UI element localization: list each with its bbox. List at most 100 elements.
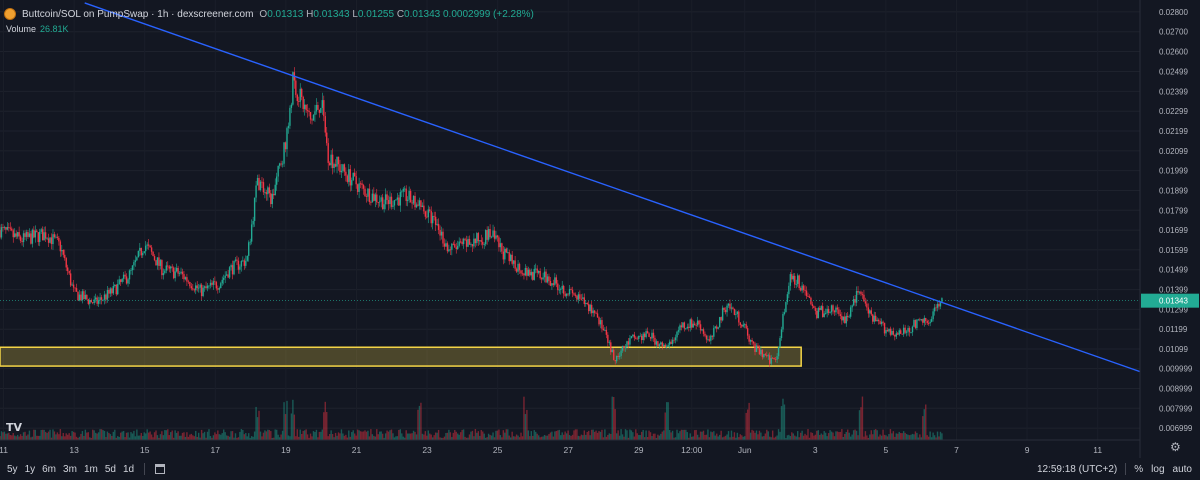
- auto-toggle[interactable]: auto: [1172, 463, 1192, 475]
- candle-body: [205, 286, 207, 289]
- timeframe-1y[interactable]: 1y: [24, 463, 36, 475]
- volume-bar: [72, 431, 75, 440]
- candle-body: [936, 303, 939, 308]
- candle-body: [824, 313, 827, 314]
- volume-bar: [852, 430, 855, 440]
- volume-bar: [770, 437, 772, 440]
- volume-bar: [209, 436, 212, 440]
- candle-body: [105, 294, 107, 300]
- candle-body: [69, 273, 72, 286]
- volume-bar: [127, 432, 129, 440]
- timeframe-6m[interactable]: 6m: [42, 463, 57, 475]
- candle-body: [529, 269, 531, 276]
- volume-bar: [152, 437, 154, 440]
- volume-bar: [539, 437, 541, 440]
- candle-body: [929, 321, 931, 324]
- chart-grid: [0, 11, 1140, 429]
- candle-body: [89, 299, 91, 304]
- ohlc-readout: O0.01313 H0.01343 L0.01255 C0.01343 0.00…: [259, 8, 534, 20]
- volume-bar: [205, 437, 207, 440]
- volume-bar: [379, 431, 381, 440]
- candle-body: [19, 236, 22, 241]
- timeframe-3m[interactable]: 3m: [63, 463, 77, 475]
- candle-body: [720, 317, 722, 321]
- candle-body: [673, 339, 675, 341]
- volume-bar: [592, 429, 594, 440]
- volume-bar: [804, 433, 806, 440]
- candle-body: [249, 241, 251, 243]
- candle-body: [203, 286, 206, 288]
- volume-bar: [227, 435, 229, 440]
- volume-bar: [633, 436, 636, 440]
- candle-body: [440, 231, 443, 236]
- price-chart[interactable]: 0.02800 0.02700 0.02600 0.02499 0.02399 0.022…: [0, 0, 1200, 458]
- volume-bar: [635, 429, 637, 440]
- volume-bar: [43, 429, 45, 440]
- timeframe-1m[interactable]: 1m: [83, 463, 98, 475]
- volume-bar: [114, 429, 116, 440]
- volume-bar: [764, 433, 767, 440]
- candle-body: [752, 341, 755, 344]
- candle-body: [255, 185, 257, 198]
- candle-body: [696, 320, 699, 326]
- candle-body: [308, 110, 310, 113]
- time-tick-label: 27: [564, 445, 574, 455]
- volume-bar: [549, 432, 552, 440]
- volume-bar: [259, 431, 262, 440]
- volume-bar: [713, 431, 715, 440]
- calendar-icon[interactable]: [155, 464, 166, 474]
- candle-body: [384, 194, 387, 205]
- candle-body: [639, 335, 641, 337]
- candle-body: [564, 293, 566, 296]
- timeframe-1d[interactable]: 1d: [122, 463, 135, 475]
- volume-bar: [938, 436, 940, 440]
- candle-body: [334, 164, 337, 167]
- volume-bar: [861, 396, 864, 440]
- volume-bar: [615, 433, 618, 440]
- candle-body: [632, 334, 634, 337]
- volume-bar: [848, 432, 850, 440]
- volume-bar: [645, 430, 647, 440]
- candle-body: [353, 172, 356, 177]
- candle-body: [170, 266, 172, 269]
- candle-body: [83, 291, 85, 300]
- volume-bar: [467, 437, 469, 440]
- time-tick-label: Jun: [738, 445, 752, 455]
- candle-body: [807, 296, 809, 297]
- volume-bar: [415, 434, 418, 440]
- candle-body: [861, 294, 864, 296]
- candle-body: [143, 251, 145, 254]
- candle-body: [380, 197, 382, 202]
- volume-bar: [218, 434, 220, 440]
- timeframe-5y[interactable]: 5y: [7, 463, 18, 475]
- clock-readout[interactable]: 12:59:18 (UTC+2): [1036, 463, 1118, 475]
- settings-icon[interactable]: ⚙: [1170, 440, 1181, 454]
- candle-body: [804, 290, 806, 291]
- volume-bar: [493, 437, 496, 440]
- candle-body: [580, 298, 583, 300]
- candle-body: [602, 328, 605, 331]
- candle-body: [457, 245, 459, 250]
- volume-bar: [167, 429, 169, 440]
- volume-bar: [240, 429, 243, 440]
- candle-body: [159, 260, 162, 266]
- volume-bar: [189, 434, 191, 440]
- candle-body: [773, 358, 775, 360]
- volume-bar: [312, 431, 315, 440]
- volume-bar: [77, 437, 79, 440]
- candle-body: [27, 232, 29, 237]
- candle-body: [156, 257, 159, 266]
- candle-body: [646, 331, 649, 334]
- volume-bar: [283, 402, 285, 440]
- volume-bar: [757, 434, 759, 440]
- percent-toggle[interactable]: %: [1134, 463, 1144, 475]
- volume-bar: [902, 431, 905, 440]
- candle-body: [8, 227, 10, 228]
- candle-body: [610, 342, 612, 353]
- timeframe-5d[interactable]: 5d: [104, 463, 116, 475]
- volume-bar: [507, 429, 509, 440]
- log-toggle[interactable]: log: [1151, 463, 1165, 475]
- volume-bar: [187, 436, 190, 440]
- volume-bar: [822, 434, 824, 440]
- candle-body: [870, 310, 872, 315]
